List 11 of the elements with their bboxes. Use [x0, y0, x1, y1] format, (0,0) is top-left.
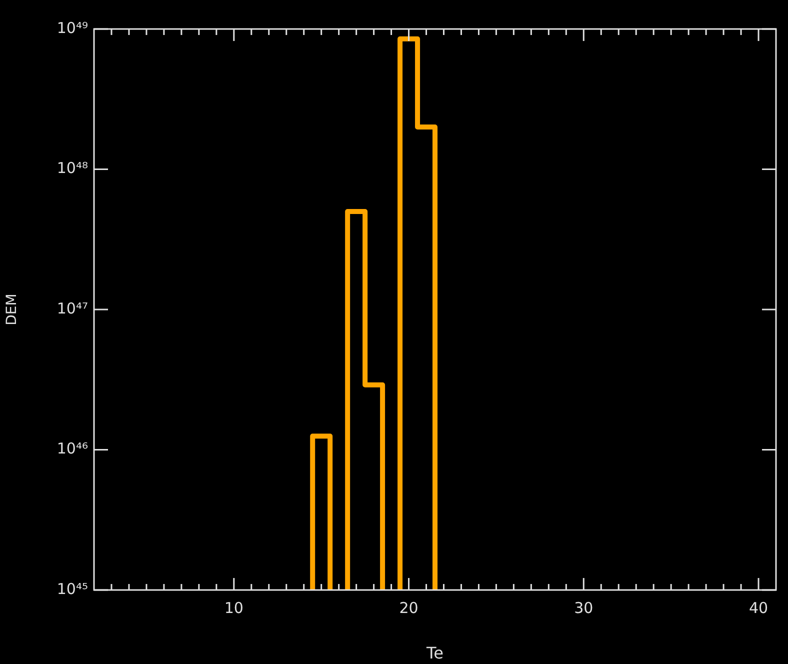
y-tick-label: 10⁴⁶ [56, 440, 88, 458]
x-axis-title: Te [426, 644, 444, 663]
y-axis-title: DEM [4, 294, 20, 326]
y-tick-label: 10⁴⁵ [56, 580, 88, 598]
y-tick-label: 10⁴⁸ [56, 159, 88, 178]
y-tick-label: 10⁴⁷ [56, 299, 88, 318]
x-tick-label: 10 [224, 598, 244, 617]
x-tick-label: 40 [748, 598, 768, 617]
x-tick-label: 30 [574, 598, 594, 617]
x-tick-label: 20 [399, 598, 418, 617]
y-tick-label: 10⁴⁹ [56, 18, 88, 37]
